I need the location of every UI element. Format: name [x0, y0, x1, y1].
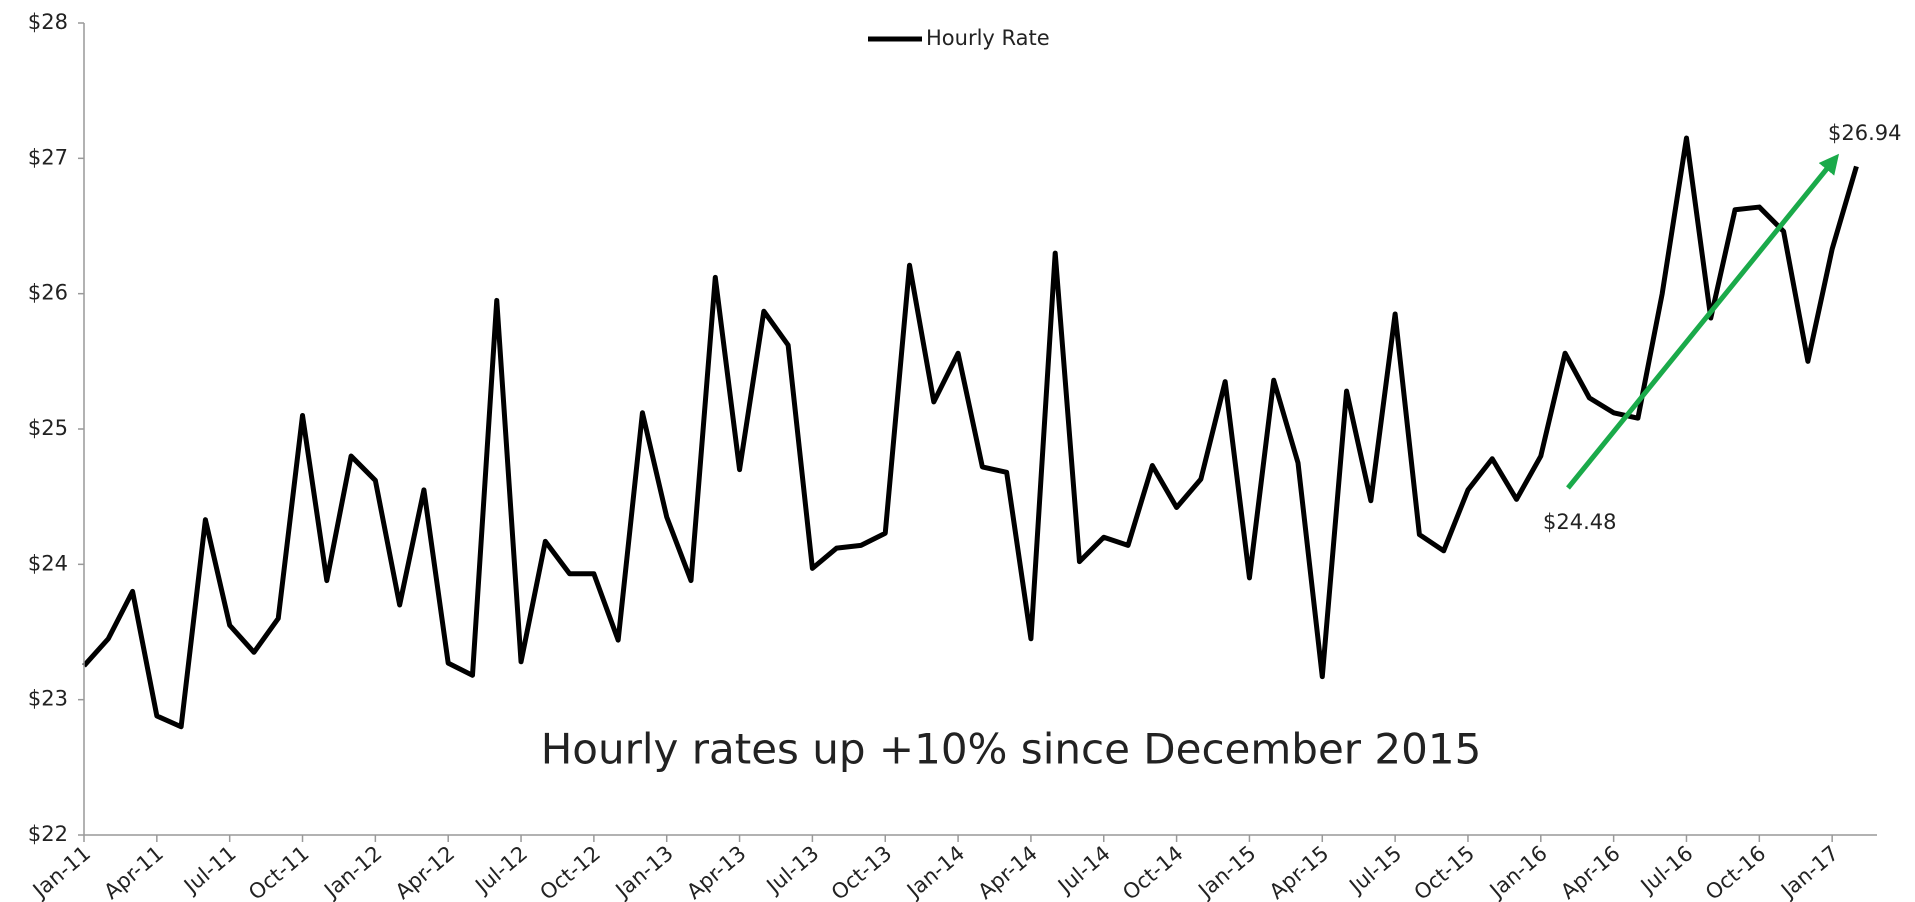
x-tick-label: Jul-14	[1052, 841, 1115, 899]
x-tick-label: Jul-15	[1344, 841, 1407, 899]
x-tick-label: Apr-13	[682, 841, 751, 902]
y-tick-label: $27	[28, 145, 68, 169]
x-tick-label: Jan-15	[1192, 841, 1260, 902]
legend-label: Hourly Rate	[926, 26, 1050, 50]
y-tick-label: $23	[28, 687, 68, 711]
x-tick-label: Oct-14	[1118, 841, 1188, 902]
headline-annotation: Hourly rates up +10% since December 2015	[541, 725, 1482, 774]
x-tick-label: Jul-11	[178, 841, 241, 899]
x-tick-label: Jan-14	[901, 841, 969, 902]
x-tick-label: Jan-12	[318, 841, 386, 902]
x-tick-label: Jul-12	[469, 841, 532, 899]
y-tick-label: $22	[28, 822, 68, 846]
x-tick-label: Jan-17	[1775, 841, 1843, 902]
x-tick-label: Jan-16	[1484, 841, 1552, 902]
x-tick-label: Apr-16	[1556, 841, 1625, 902]
start-value-label: $24.48	[1543, 510, 1616, 534]
x-tick-label: Oct-13	[827, 841, 897, 902]
x-tick-label: Oct-11	[244, 841, 314, 902]
x-tick-label: Apr-14	[973, 841, 1042, 902]
x-tick-label: Apr-11	[99, 841, 168, 902]
end-value-label: $26.94	[1828, 121, 1901, 145]
y-tick-label: $28	[28, 10, 68, 34]
x-tick-label: Oct-15	[1410, 841, 1480, 902]
x-tick-label: Oct-12	[535, 841, 605, 902]
x-tick-label: Oct-16	[1701, 841, 1771, 902]
x-tick-label: Jul-13	[761, 841, 824, 899]
y-tick-label: $24	[28, 551, 68, 575]
y-tick-label: $26	[28, 281, 68, 305]
x-tick-label: Jan-11	[27, 841, 95, 902]
x-tick-label: Apr-15	[1265, 841, 1334, 902]
x-tick-label: Jan-13	[610, 841, 678, 902]
y-tick-label: $25	[28, 416, 68, 440]
trend-arrow	[1566, 153, 1840, 490]
x-tick-label: Jul-16	[1635, 841, 1698, 899]
series-line	[82, 135, 1859, 730]
x-tick-label: Apr-12	[391, 841, 460, 902]
